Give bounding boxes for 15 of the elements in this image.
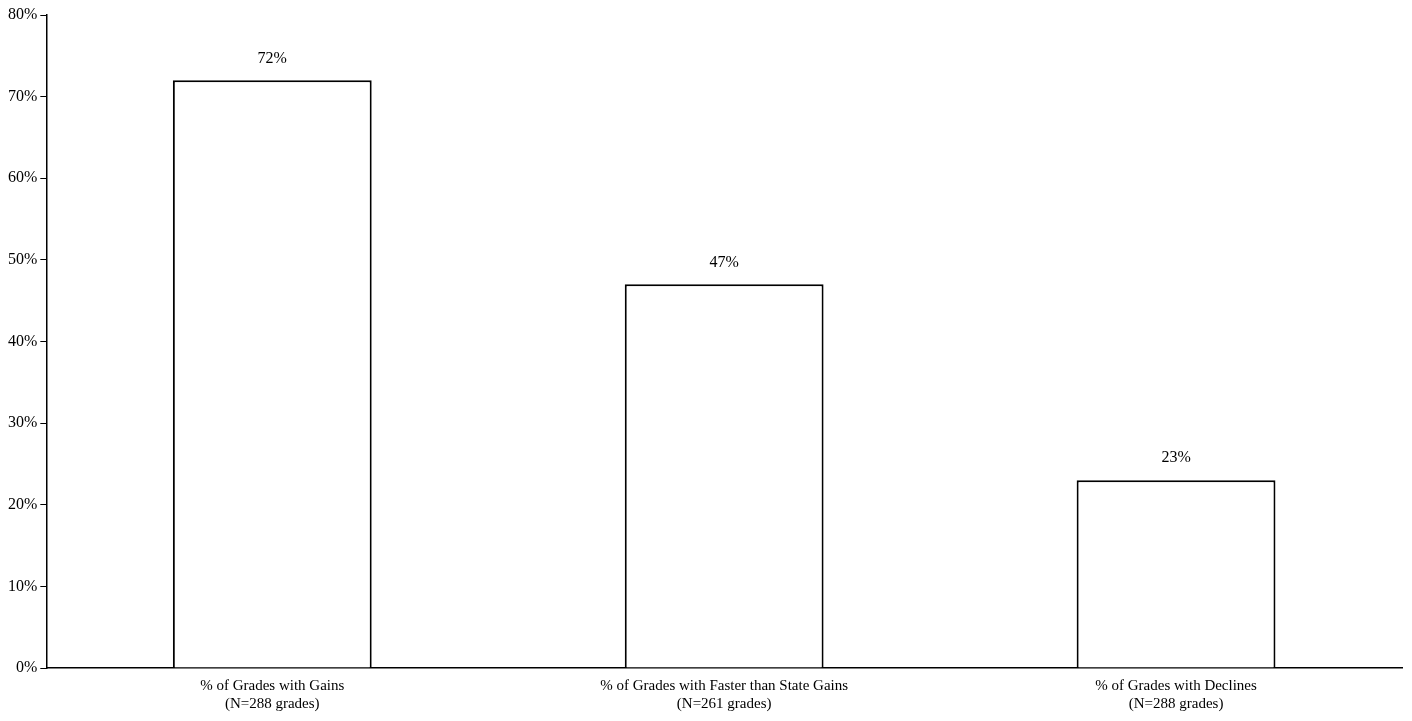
data-label: 47% bbox=[709, 252, 739, 270]
y-tick-label: 50% bbox=[8, 250, 38, 268]
y-tick-label: 70% bbox=[8, 86, 38, 104]
y-tick-label: 20% bbox=[8, 494, 38, 512]
x-tick-label: % of Grades with Gains (N=288 grades) bbox=[200, 676, 345, 712]
y-tick-label: 60% bbox=[8, 168, 38, 186]
y-tick-label: 0% bbox=[16, 658, 38, 676]
y-tick-label: 80% bbox=[8, 5, 38, 23]
data-label: 23% bbox=[1161, 448, 1191, 466]
y-tick-label: 40% bbox=[8, 331, 38, 349]
data-label: 72% bbox=[257, 48, 287, 66]
x-tick-label: % of Grades with Declines (N=288 grades) bbox=[1095, 676, 1258, 712]
x-tick-label: % of Grades with Faster than State Gains (N=261 grades) bbox=[600, 676, 849, 712]
y-tick-label: 30% bbox=[8, 413, 38, 431]
y-tick-label: 10% bbox=[8, 576, 38, 594]
